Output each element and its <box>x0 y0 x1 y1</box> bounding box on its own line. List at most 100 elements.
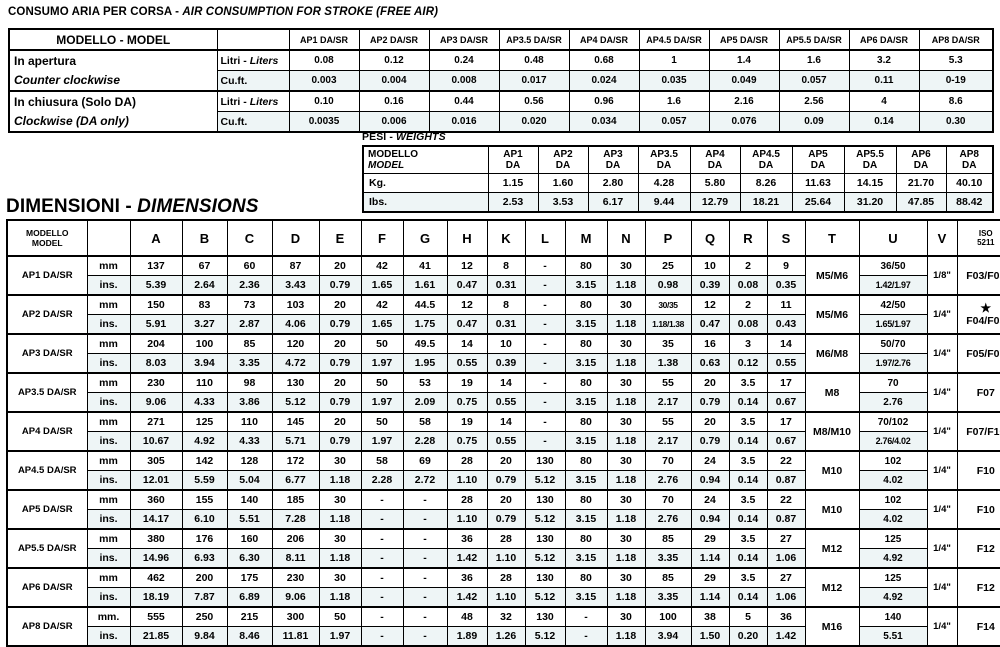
header-col-ap3-5: AP3.5 DA <box>637 145 691 174</box>
header-col-ap1-da-sr: AP1 DA/SR <box>288 28 360 51</box>
cell-value: - <box>402 548 448 569</box>
cell-u-ins: 2.76/4.02 <box>858 431 928 452</box>
cell-value: 0.35 <box>766 275 806 296</box>
cell-value: 0.63 <box>690 353 730 374</box>
cell-value: 0.035 <box>638 70 710 92</box>
cell-u-mm: 42/50 <box>858 294 928 315</box>
cell-value: 14.15 <box>843 173 897 193</box>
cell-value: 0.31 <box>486 275 526 296</box>
cell-iso: F07/F10 <box>956 411 1000 452</box>
row-label-en: Clockwise (DA only) <box>8 111 218 132</box>
cell-value: - <box>402 606 448 627</box>
cell-value: - <box>402 489 448 510</box>
cell-value: 14 <box>486 372 526 393</box>
cell-value: 4.92 <box>181 431 228 452</box>
cell-value: 0.47 <box>446 275 488 296</box>
cell-value: - <box>360 548 404 569</box>
col-name: AP1 <box>503 149 523 160</box>
header-col-ap2-da-sr: AP2 DA/SR <box>358 28 430 51</box>
row-model: AP5 DA/SR <box>6 489 88 530</box>
cell-value: 69 <box>402 450 448 471</box>
row-unit-mm: mm <box>86 333 131 354</box>
table-row: AP4.5 DA/SR mm 305 142 128 172 30 58 69 28 20 130 80… <box>6 450 1000 491</box>
cell-value: 130 <box>524 567 566 588</box>
table-row: ins. 14.96 6.93 6.30 8.11 1.18- -1.42 1.10 5.12 3… <box>7 548 1000 569</box>
cell-value: 9.84 <box>181 626 228 647</box>
cell-value: 1.18 <box>318 509 362 530</box>
cell-value: 0.008 <box>428 70 500 92</box>
cell-u-ins: 4.02 <box>858 470 928 491</box>
col-sub: DA <box>707 160 723 171</box>
cell-value: 3.86 <box>226 392 273 413</box>
iso-value: F14 <box>976 620 995 633</box>
cell-value: - <box>524 294 566 315</box>
col-name: AP6 <box>911 149 931 160</box>
cell-u-mm: 102 <box>858 450 928 471</box>
cell-value: 3.15 <box>564 587 608 608</box>
col-name: AP3.5 <box>650 149 678 160</box>
cell-value: 31.20 <box>843 192 897 213</box>
cell-value: 1.26 <box>486 626 526 647</box>
iso-value: F12 <box>976 581 995 594</box>
row-unit-ins: ins. <box>86 392 131 413</box>
cell-value: 103 <box>271 294 320 315</box>
cell-value: 1.14 <box>690 587 730 608</box>
cell-value: 130 <box>524 450 566 471</box>
dimensions-title: DIMENSIONI - DIMENSIONS <box>6 196 259 218</box>
cell-value: 3.15 <box>564 548 608 569</box>
cell-value: 0.08 <box>728 275 768 296</box>
cell-value: 215 <box>226 606 273 627</box>
header-col-ap3-5-da-sr: AP3.5 DA/SR <box>498 28 570 51</box>
cell-value: 30 <box>606 333 646 354</box>
cell-value: 36 <box>766 606 806 627</box>
header-col-ap4: AP4 DA <box>689 145 741 174</box>
table-row: AP6 DA/SR mm 462 200 175 230 30- -36 28 130 80 30 85… <box>6 567 1000 608</box>
cell-value: 3.15 <box>564 392 608 413</box>
iso-line2: 5211 <box>977 238 995 247</box>
cell-value: 20 <box>318 294 362 315</box>
table-row: ins. 21.85 9.84 8.46 11.81 1.97- -1.89 1.26 5.12… <box>7 626 1000 647</box>
table-row: Clockwise (DA only) Cu.ft. 0.0035 0.006 0.01… <box>8 111 994 133</box>
row-model: AP4.5 DA/SR <box>6 450 88 491</box>
cell-iso: F12 <box>956 528 1000 569</box>
cell-value: 0.020 <box>498 111 570 133</box>
cell-value: 360 <box>129 489 183 510</box>
cell-value: 1.18 <box>606 626 646 647</box>
cell-value: 5.12 <box>524 509 566 530</box>
cell-value: 12 <box>690 294 730 315</box>
table-row: ins. 9.06 4.33 3.86 5.12 0.79 1.97 2.09 0.75 0.55… <box>7 392 1000 413</box>
cell-value: 204 <box>129 333 183 354</box>
col-name: AP4.5 <box>752 149 780 160</box>
cell-value: 20 <box>486 450 526 471</box>
cell-value: 20 <box>318 333 362 354</box>
cell-value: 4.33 <box>181 392 228 413</box>
cell-value: 3.15 <box>564 509 608 530</box>
row-unit: Ibs. <box>362 192 489 213</box>
iso-value: F10 <box>976 503 995 516</box>
weights-title-en: WEIGHTS <box>395 131 446 143</box>
dimensions-table: MODELLO MODEL A B C D E F G H K L M N P Q R S T U V ISO 5211 AP… <box>6 219 1000 647</box>
row-unit-ins: ins. <box>86 353 131 374</box>
cell-value: 30 <box>606 528 646 549</box>
table-row: Counter clockwise Cu.ft. 0.003 0.004 0.008 0.… <box>8 70 994 92</box>
cell-value: 1.06 <box>766 548 806 569</box>
cell-u-ins: 2.76 <box>858 392 928 413</box>
header-col-g: G <box>402 219 448 257</box>
cell-value: 0.10 <box>288 90 360 112</box>
cell-value: 230 <box>129 372 183 393</box>
header-col-e: E <box>318 219 362 257</box>
cell-value: 2 <box>728 294 768 315</box>
cell-value: 25 <box>644 255 692 276</box>
table-row: In apertura Litri - Liters 0.08 0.12 0.24 0.4… <box>8 49 994 71</box>
cell-value: 21.70 <box>895 173 947 193</box>
cell-value: 0-19 <box>918 70 994 92</box>
cell-value: 1.10 <box>446 470 488 491</box>
cell-value: 24 <box>690 489 730 510</box>
cell-value: 18.21 <box>739 192 793 213</box>
cell-value: 20 <box>690 372 730 393</box>
cell-value: 0.16 <box>358 90 430 112</box>
row-model: AP5.5 DA/SR <box>6 528 88 569</box>
cell-value: 0.14 <box>728 470 768 491</box>
cell-value: 462 <box>129 567 183 588</box>
cell-value: 0.55 <box>446 353 488 374</box>
